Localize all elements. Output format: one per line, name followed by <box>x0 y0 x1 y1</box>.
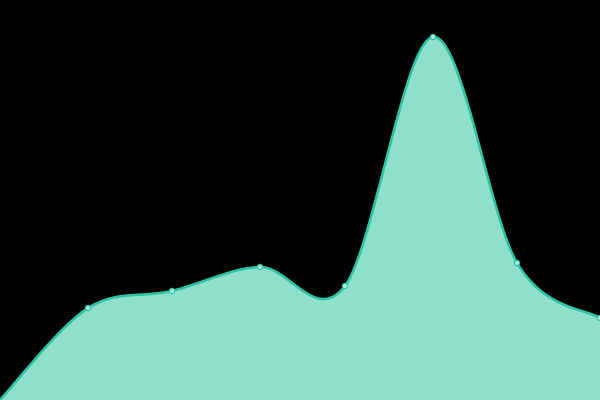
data-point-6[interactable] <box>513 259 521 267</box>
data-point-5[interactable] <box>429 33 437 41</box>
area-fill <box>0 36 600 400</box>
data-point-1[interactable] <box>84 304 92 312</box>
data-point-4[interactable] <box>341 282 349 290</box>
data-point-2[interactable] <box>168 287 176 295</box>
data-point-markers <box>84 33 600 322</box>
data-point-3[interactable] <box>256 263 264 271</box>
data-point-7[interactable] <box>596 314 600 322</box>
